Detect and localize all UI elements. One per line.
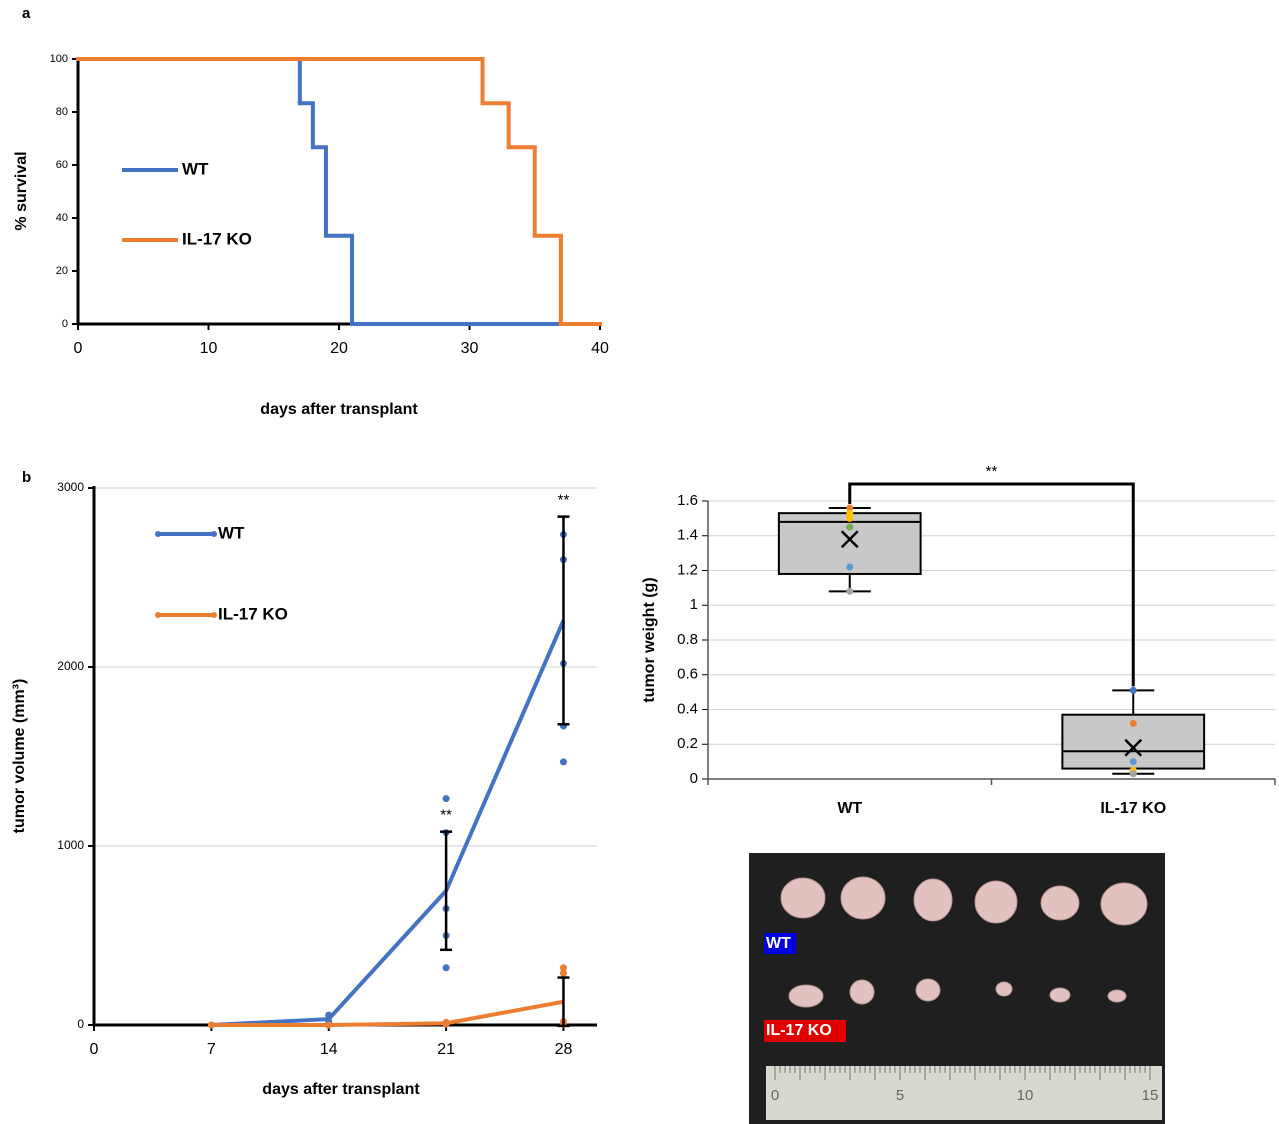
- y-tick-label: 0: [77, 1017, 84, 1031]
- data-point: [846, 588, 853, 595]
- ruler-label: 15: [1142, 1087, 1159, 1104]
- y-tick-label: 0.6: [677, 666, 698, 683]
- panel-label: a: [22, 5, 31, 22]
- data-point: [1130, 770, 1137, 777]
- data-point: [325, 1012, 332, 1019]
- y-axis-label: tumor weight (g): [641, 577, 658, 702]
- data-point: [846, 564, 853, 571]
- x-tick-label: 0: [74, 340, 83, 357]
- x-tick-label: 10: [200, 340, 218, 357]
- legend-marker: [155, 531, 161, 537]
- legend-label: WT: [182, 159, 209, 178]
- ruler-label: 10: [1017, 1087, 1034, 1104]
- significance-label: **: [440, 807, 452, 824]
- y-tick-label: 1.6: [677, 492, 698, 509]
- y-tick-label: 0.4: [677, 700, 698, 717]
- series-line: [211, 620, 563, 1025]
- data-point: [208, 1022, 215, 1029]
- x-tick-label: 20: [330, 340, 348, 357]
- x-axis-label: days after transplant: [262, 1081, 420, 1098]
- legend-label: WT: [218, 523, 245, 542]
- y-tick-label: 3000: [57, 480, 84, 494]
- y-axis-label: tumor volume (mm³): [11, 679, 28, 834]
- data-point: [443, 795, 450, 802]
- x-axis-label: days after transplant: [260, 401, 418, 418]
- ruler-label: 0: [771, 1087, 779, 1104]
- data-point: [846, 524, 853, 531]
- x-tick-label: 40: [591, 340, 609, 357]
- y-axis-label: % survival: [13, 151, 30, 230]
- y-tick-label: 1000: [57, 838, 84, 852]
- x-tick-label: IL-17 KO: [1100, 800, 1166, 817]
- y-tick-label: 20: [56, 265, 68, 277]
- y-tick-label: 2000: [57, 659, 84, 673]
- data-point: [325, 1022, 332, 1029]
- x-tick-label: 7: [207, 1041, 216, 1058]
- x-tick-label: 30: [461, 340, 479, 357]
- data-point: [443, 964, 450, 971]
- data-point: [1130, 687, 1137, 694]
- chart: 0 1000 2000 3000 0 7 14 21 28 days after transpla…: [11, 480, 597, 1098]
- legend-label: IL-17 KO: [218, 604, 288, 623]
- data-point: [560, 758, 567, 765]
- data-point: [1130, 720, 1137, 727]
- data-point: [846, 515, 853, 522]
- photo-label: IL-17 KO: [766, 1022, 832, 1039]
- figure: a b WT IL-17 KO 051015 02040608010001020…: [0, 0, 1279, 1124]
- significance-label: **: [986, 463, 998, 480]
- chart: 0 0.2 0.4 0.6 0.8 1 1.2 1.4 1.6 tumor weight (g) W…: [641, 463, 1275, 817]
- x-tick-label: 21: [437, 1041, 455, 1058]
- x-tick-label: 28: [555, 1041, 573, 1058]
- photo: WT IL-17 KO 0 5 10 15: [749, 853, 1165, 1124]
- y-tick-label: 60: [56, 159, 68, 171]
- legend-marker: [211, 612, 217, 618]
- data-point: [443, 1021, 450, 1028]
- chart: 0 20 40 60 80 100 0 10 20 30 40 days after transpla…: [13, 53, 609, 418]
- legend-label: IL-17 KO: [182, 229, 252, 248]
- y-tick-label: 0: [690, 770, 698, 787]
- y-tick-label: 1: [690, 596, 698, 613]
- y-tick-label: 0: [62, 318, 68, 330]
- data-point: [560, 970, 567, 977]
- y-tick-label: 0.2: [677, 735, 698, 752]
- panel-label: b: [22, 469, 31, 486]
- x-tick-label: WT: [837, 800, 862, 817]
- photo-label: WT: [766, 935, 791, 952]
- legend-marker: [211, 531, 217, 537]
- y-tick-label: 1.2: [677, 561, 698, 578]
- y-tick-label: 0.8: [677, 631, 698, 648]
- significance-label: **: [558, 492, 570, 509]
- y-tick-label: 80: [56, 106, 68, 118]
- legend-marker: [155, 612, 161, 618]
- data-point: [1130, 758, 1137, 765]
- x-tick-label: 14: [320, 1041, 338, 1058]
- y-tick-label: 100: [50, 53, 68, 65]
- x-tick-label: 0: [90, 1041, 99, 1058]
- y-tick-label: 40: [56, 212, 68, 224]
- ruler-label: 5: [896, 1087, 904, 1104]
- y-tick-label: 1.4: [677, 527, 698, 544]
